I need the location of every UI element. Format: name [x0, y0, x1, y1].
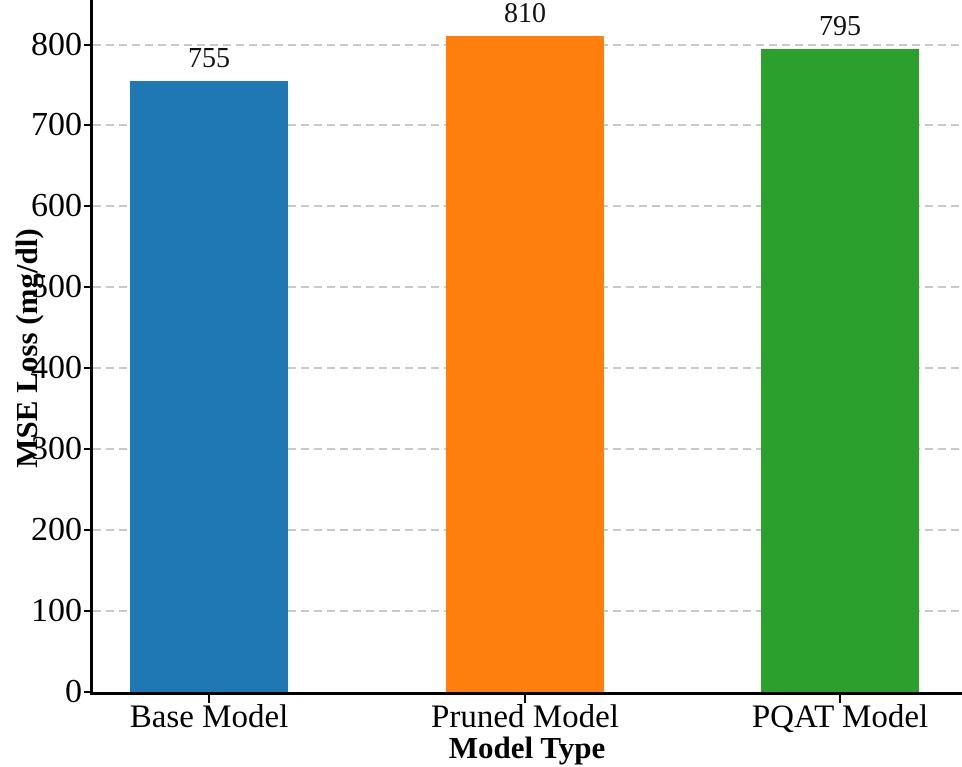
y-tick-800	[84, 43, 92, 46]
bar-value-pqat-model: 795	[819, 10, 861, 42]
y-tick-400	[84, 367, 92, 370]
y-axis-label: MSE Loss (mg/dl)	[9, 228, 44, 468]
x-tick-label-base-model: Base Model	[129, 699, 289, 735]
y-tick-200	[84, 529, 92, 532]
bar-value-pruned-model: 810	[504, 0, 546, 30]
x-tick-label-pqat-model: PQAT Model	[751, 699, 929, 735]
y-axis-spine	[90, 0, 93, 694]
y-tick-500	[84, 286, 92, 289]
y-tick-300	[84, 448, 92, 451]
y-tick-label-100: 100	[31, 592, 82, 630]
y-tick-label-300: 300	[31, 430, 82, 468]
x-tick-pruned-model	[524, 694, 526, 703]
y-tick-label-200: 200	[31, 511, 82, 549]
y-tick-label-800: 800	[31, 25, 82, 63]
y-tick-label-700: 700	[31, 106, 82, 144]
y-tick-700	[84, 124, 92, 127]
bar-pruned-model	[446, 36, 604, 692]
x-tick-base-model	[208, 694, 210, 703]
y-tick-0	[84, 691, 92, 693]
y-tick-600	[84, 205, 92, 208]
x-tick-pqat-model	[839, 694, 841, 703]
y-tick-label-600: 600	[31, 187, 82, 225]
y-tick-label-0: 0	[65, 673, 82, 710]
bar-base-model	[130, 80, 288, 692]
y-tick-label-500: 500	[31, 268, 82, 306]
y-tick-100	[84, 610, 92, 613]
x-axis-label: Model Type	[448, 730, 606, 765]
x-tick-label-pruned-model: Pruned Model	[431, 699, 619, 735]
y-tick-label-400: 400	[31, 349, 82, 387]
bar-pqat-model	[761, 48, 919, 692]
x-axis-spine	[90, 692, 962, 695]
bar-value-base-model: 755	[188, 42, 230, 74]
